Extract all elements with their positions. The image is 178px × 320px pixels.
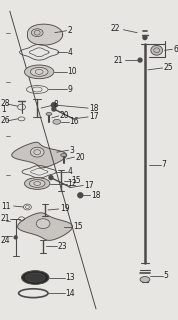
Circle shape — [143, 36, 147, 40]
Ellipse shape — [25, 65, 54, 79]
Text: 17: 17 — [84, 181, 94, 190]
Polygon shape — [18, 213, 72, 240]
Ellipse shape — [30, 147, 44, 157]
Ellipse shape — [29, 180, 45, 188]
Ellipse shape — [53, 119, 61, 124]
Circle shape — [138, 58, 142, 62]
Text: 19: 19 — [60, 204, 69, 213]
Ellipse shape — [25, 273, 45, 282]
Polygon shape — [27, 24, 63, 45]
Ellipse shape — [25, 178, 50, 189]
Text: 10: 10 — [68, 67, 77, 76]
Text: 14: 14 — [66, 289, 75, 298]
Circle shape — [51, 103, 56, 108]
Ellipse shape — [30, 68, 48, 76]
Text: 25: 25 — [164, 63, 173, 72]
Text: 24: 24 — [1, 236, 11, 245]
Text: 17: 17 — [89, 112, 99, 121]
Text: 28: 28 — [1, 99, 11, 108]
Ellipse shape — [22, 271, 49, 284]
Polygon shape — [12, 142, 67, 168]
Ellipse shape — [31, 29, 43, 36]
Text: 4: 4 — [68, 48, 72, 57]
Text: 20: 20 — [75, 153, 85, 162]
Text: 15: 15 — [74, 222, 83, 231]
Text: 13: 13 — [66, 273, 75, 282]
Circle shape — [49, 176, 53, 180]
Circle shape — [78, 193, 83, 198]
Text: 11: 11 — [1, 202, 11, 211]
Text: 15: 15 — [72, 176, 81, 185]
Text: 23: 23 — [58, 242, 67, 251]
Text: 8: 8 — [54, 100, 59, 109]
Text: 20: 20 — [60, 111, 69, 120]
Text: 21: 21 — [114, 56, 123, 65]
Text: 7: 7 — [162, 160, 166, 169]
Text: 4: 4 — [68, 167, 72, 176]
Text: 12: 12 — [68, 179, 77, 188]
Text: 3: 3 — [70, 146, 74, 155]
Text: 18: 18 — [89, 104, 99, 113]
Text: 2: 2 — [68, 26, 72, 35]
Text: 18: 18 — [91, 191, 101, 200]
Circle shape — [52, 107, 56, 111]
Text: 26: 26 — [1, 116, 11, 125]
Circle shape — [14, 236, 17, 239]
Ellipse shape — [46, 113, 52, 116]
Text: 6: 6 — [173, 45, 178, 54]
Text: 21: 21 — [1, 214, 11, 223]
Text: 9: 9 — [68, 85, 72, 94]
Text: 16: 16 — [70, 117, 79, 126]
Text: 1: 1 — [1, 105, 6, 114]
Text: 5: 5 — [164, 271, 168, 280]
Ellipse shape — [151, 45, 163, 55]
Text: 22: 22 — [111, 24, 120, 33]
Ellipse shape — [61, 154, 67, 156]
Ellipse shape — [36, 219, 50, 228]
Ellipse shape — [140, 276, 150, 283]
